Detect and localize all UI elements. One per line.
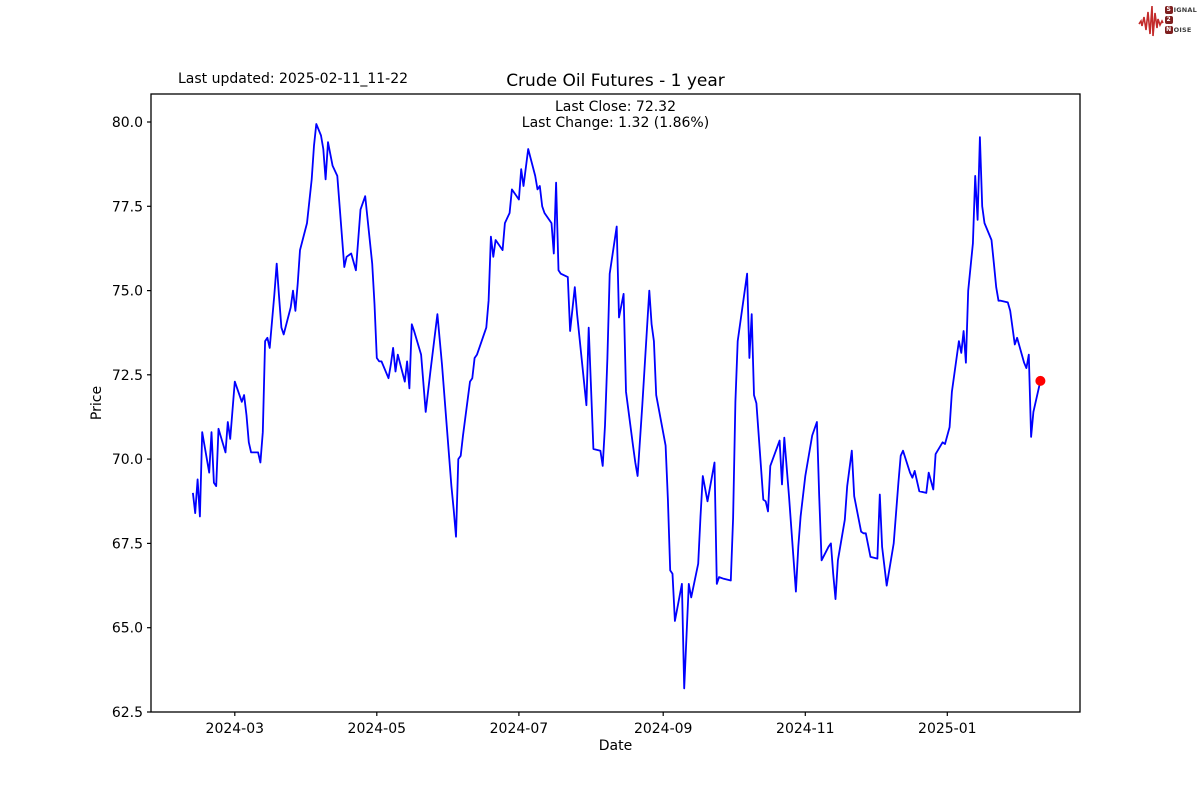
logo-row-2: 2	[1164, 16, 1197, 24]
last-close-annotation: Last Close: 72.32	[555, 99, 676, 115]
x-tick-label: 2024-03	[206, 721, 265, 737]
chart-title: Crude Oil Futures - 1 year	[506, 71, 725, 91]
y-tick-label: 80.0	[112, 115, 143, 131]
last-price-marker	[1035, 375, 1046, 386]
signal2noise-logo: S IGNAL 2 N OISE	[1137, 3, 1197, 37]
y-tick-label: 77.5	[112, 199, 143, 215]
logo-word-signal: IGNAL	[1173, 6, 1197, 14]
logo-row-signal: S IGNAL	[1164, 6, 1197, 14]
logo-badge-s: S	[1164, 6, 1173, 14]
logo-badge-n: N	[1164, 26, 1173, 34]
y-tick-label: 72.5	[112, 368, 143, 384]
price-line	[192, 123, 1042, 690]
x-tick-label: 2024-05	[348, 721, 407, 737]
plot-border	[150, 93, 1081, 713]
x-tick-label: 2024-11	[776, 721, 835, 737]
y-tick-label: 70.0	[112, 452, 143, 468]
y-tick-label: 67.5	[112, 536, 143, 552]
logo-row-noise: N OISE	[1164, 26, 1197, 34]
x-tick-label: 2024-09	[634, 721, 693, 737]
logo-word-noise: OISE	[1173, 26, 1192, 34]
x-tick-label: 2025-01	[918, 721, 977, 737]
x-axis-label: Date	[598, 738, 633, 754]
logo-text: S IGNAL 2 N OISE	[1164, 6, 1197, 34]
last-updated-text: Last updated: 2025-02-11_11-22	[178, 71, 409, 87]
y-tick-label: 62.5	[112, 705, 143, 721]
x-tick-label: 2024-07	[490, 721, 549, 737]
logo-badge-2: 2	[1164, 16, 1173, 24]
y-tick-label: 75.0	[112, 284, 143, 300]
pulse-waveform-icon	[1137, 5, 1164, 37]
y-axis-label: Price	[89, 385, 105, 421]
y-tick-label: 65.0	[112, 621, 143, 637]
last-change-annotation: Last Change: 1.32 (1.86%)	[521, 115, 710, 131]
